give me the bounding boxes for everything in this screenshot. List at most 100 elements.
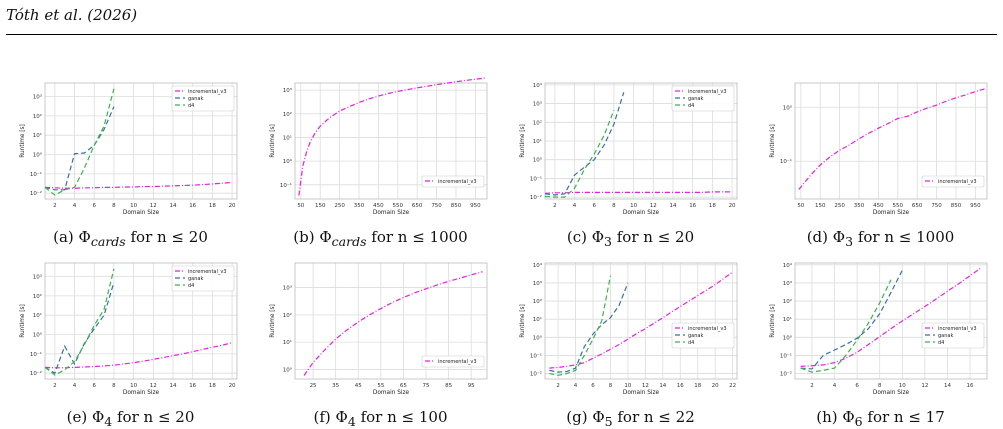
x-tick-label: 6: [855, 383, 859, 389]
y-tick-label: 10⁴: [533, 82, 543, 89]
caption-h: (h) Φ6 for n ≤ 17: [763, 408, 998, 429]
x-tick-label: 20: [229, 203, 236, 209]
y-axis-label: Runtime [s]: [770, 304, 776, 338]
y-tick-label: 10⁰: [283, 366, 293, 373]
series-line-d4: [45, 269, 114, 375]
y-tick-label: 10³: [533, 280, 542, 287]
y-tick-label: 10⁻¹: [530, 175, 542, 182]
legend-label-incremental_v3: incremental_v3: [438, 179, 477, 185]
series-line-ganak: [801, 270, 903, 369]
legend-label-ganak: ganak: [688, 333, 703, 339]
legend-label-d4: d4: [188, 283, 194, 289]
x-tick-label: 550: [393, 203, 404, 209]
series-incremental_v3: [545, 192, 732, 193]
series-d4: [45, 89, 114, 195]
x-tick-label: 2: [53, 383, 57, 389]
caption-a: (a) Φcards for n ≤ 20: [13, 228, 248, 249]
x-tick-label: 8: [878, 383, 882, 389]
x-tick-label: 350: [354, 203, 365, 209]
legend-label-ganak: ganak: [188, 276, 203, 282]
y-axis-label: Runtime [s]: [770, 124, 776, 158]
legend-label-incremental_v3: incremental_v3: [688, 89, 727, 95]
x-tick-label: 12: [650, 203, 657, 209]
x-tick-label: 10: [130, 203, 137, 209]
legend-label-d4: d4: [938, 340, 944, 346]
y-tick-label: 10⁰: [533, 334, 543, 341]
x-tick-label: 20: [729, 203, 736, 209]
x-tick-label: 8: [112, 383, 116, 389]
legend-label-incremental_v3: incremental_v3: [438, 359, 477, 365]
x-tick-label: 55: [377, 383, 384, 389]
series-incremental_v3: [799, 89, 985, 190]
y-tick-label: 10¹: [33, 312, 42, 319]
series-line-d4: [45, 89, 114, 195]
x-tick-label: 450: [373, 203, 384, 209]
y-tick-label: 10⁰: [783, 334, 793, 341]
x-tick-label: 14: [670, 203, 677, 209]
x-tick-label: 12: [642, 383, 649, 389]
caption-g: (g) Φ5 for n ≤ 22: [513, 408, 748, 429]
y-tick-label: 10¹: [783, 316, 792, 323]
series-line-d4: [549, 276, 610, 376]
x-tick-label: 20: [229, 383, 236, 389]
x-tick-label: 550: [893, 203, 904, 209]
x-tick-label: 18: [209, 383, 216, 389]
series-line-incremental_v3: [45, 343, 232, 368]
y-tick-label: 10¹: [283, 339, 292, 346]
x-tick-label: 2: [553, 203, 557, 209]
x-axis-label: Domain Size: [123, 210, 160, 216]
x-tick-label: 250: [334, 203, 345, 209]
y-tick-label: 10⁰: [33, 332, 43, 339]
y-tick-label: 10⁻²: [780, 371, 792, 378]
y-axis-label: Runtime [s]: [20, 304, 26, 338]
x-tick-label: 12: [921, 383, 928, 389]
y-tick-label: 10⁻²: [30, 190, 42, 197]
caption-b: (b) Φcards for n ≤ 1000: [263, 228, 498, 249]
x-tick-label: 8: [612, 203, 616, 209]
y-tick-label: 10⁻²: [530, 194, 542, 201]
legend: incremental_v3: [922, 176, 984, 187]
x-tick-label: 85: [445, 383, 452, 389]
x-tick-label: 250: [834, 203, 845, 209]
x-tick-label: 12: [150, 383, 157, 389]
x-tick-label: 4: [73, 203, 77, 209]
x-tick-label: 35: [332, 383, 339, 389]
x-tick-label: 45: [355, 383, 362, 389]
x-tick-label: 16: [677, 383, 684, 389]
y-axis-label: Runtime [s]: [520, 304, 526, 338]
x-tick-label: 850: [451, 203, 462, 209]
x-axis-label: Domain Size: [873, 210, 910, 216]
series-line-incremental_v3: [549, 272, 732, 368]
x-axis-label: Domain Size: [623, 390, 660, 396]
legend-label-ganak: ganak: [188, 96, 203, 102]
y-tick-label: 10³: [283, 87, 292, 94]
x-tick-label: 750: [431, 203, 442, 209]
x-tick-label: 150: [315, 203, 326, 209]
series-d4: [801, 280, 891, 372]
x-tick-label: 950: [970, 203, 981, 209]
y-tick-label: 10¹: [533, 138, 542, 145]
y-tick-label: 10²: [33, 293, 42, 300]
series-line-incremental_v3: [545, 192, 732, 193]
y-tick-label: 10⁰: [33, 152, 43, 159]
series-line-incremental_v3: [799, 89, 985, 190]
x-tick-label: 50: [797, 203, 804, 209]
legend: incremental_v3: [422, 356, 484, 367]
caption-c: (c) Φ3 for n ≤ 20: [513, 228, 748, 249]
caption-f: (f) Φ4 for n ≤ 100: [263, 408, 498, 429]
x-tick-label: 16: [189, 383, 196, 389]
y-tick-label: 10⁻¹: [780, 158, 792, 165]
x-tick-label: 18: [709, 203, 716, 209]
y-tick-label: 10²: [533, 298, 542, 305]
x-tick-label: 450: [873, 203, 884, 209]
x-tick-label: 6: [92, 203, 96, 209]
series-d4: [545, 110, 614, 197]
